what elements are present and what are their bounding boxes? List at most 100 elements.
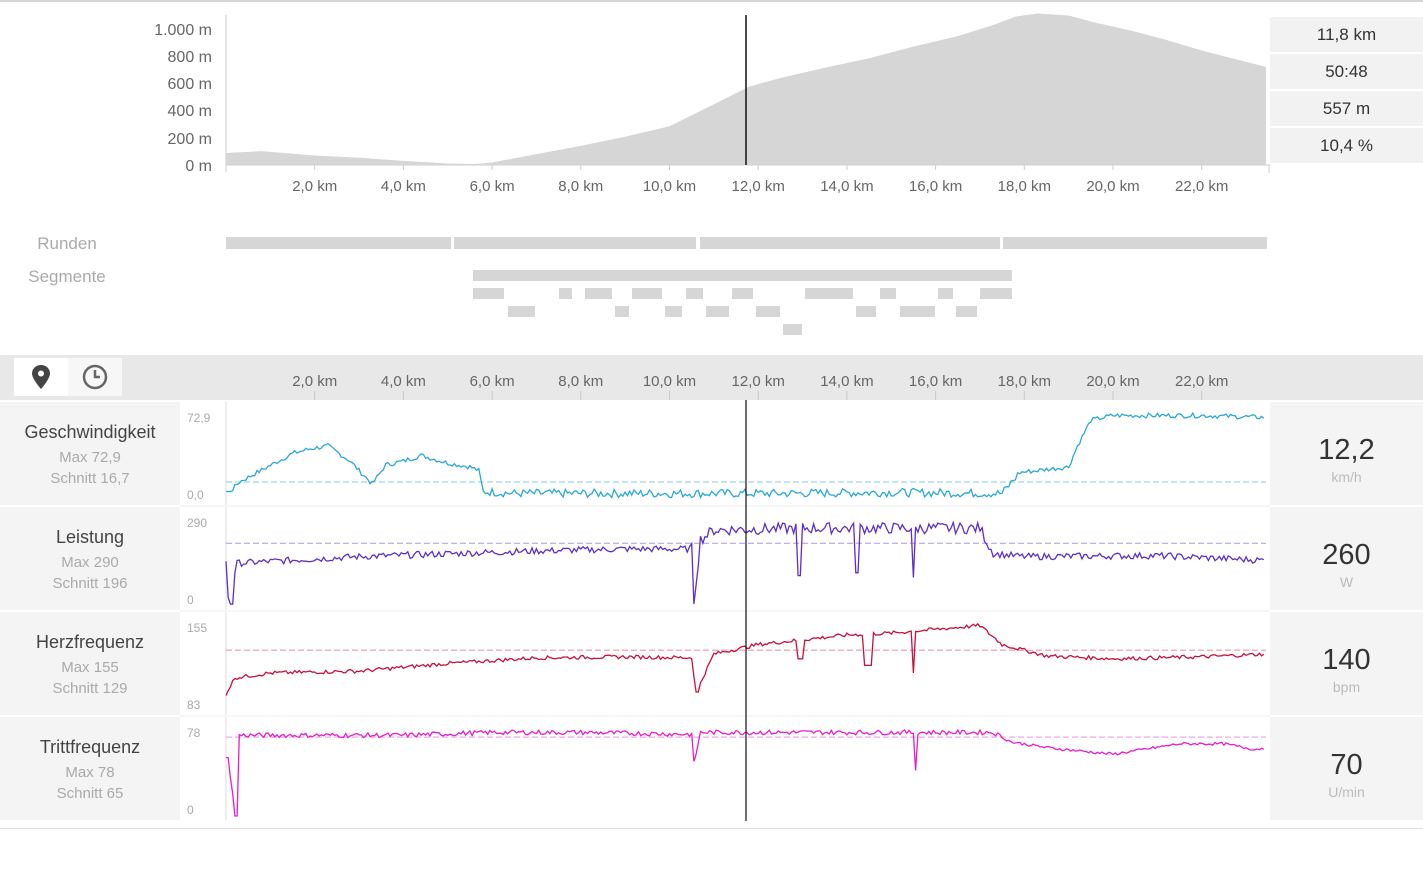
y-tick-label: 600 m <box>168 76 212 93</box>
metric-unit: bpm <box>1332 679 1361 695</box>
x-tick-label: 16,0 km <box>909 178 962 195</box>
metric-name: Geschwindigkeit <box>24 422 156 442</box>
metric-avg: Schnitt 16,7 <box>50 470 130 487</box>
x-tick-label: 6,0 km <box>470 373 515 390</box>
metric-avg: Schnitt 65 <box>56 785 124 802</box>
elevation-chart[interactable]: 1.000 m 800 m 600 m 400 m 200 m 0 m 2,0 km 4,0 … <box>0 0 1270 200</box>
segment-bar <box>956 306 977 317</box>
metric-max: Max 290 <box>61 554 119 571</box>
segment-bar <box>783 324 802 335</box>
bottom-divider <box>0 828 1423 829</box>
metric-value: 140 <box>1322 644 1371 676</box>
metric-max: Max 78 <box>65 764 115 781</box>
x-tick-label: 12,0 km <box>732 373 785 390</box>
metric-value: 12,2 <box>1318 434 1375 466</box>
x-tick-label: 22,0 km <box>1175 178 1228 195</box>
chart-toolbar <box>0 355 1423 400</box>
power-value-panel: 260 W <box>1270 507 1423 610</box>
cursor-time: 50:48 <box>1270 54 1423 89</box>
speed-label-panel: Geschwindigkeit Max 72,9 Schnitt 16,7 <box>0 402 180 505</box>
metric-avg: Schnitt 129 <box>52 680 128 697</box>
x-tick-label: 2,0 km <box>292 373 337 390</box>
metric-value: 260 <box>1322 539 1371 571</box>
metric-name: Herzfrequenz <box>35 632 145 652</box>
y-axis-min-label: 0 <box>187 803 194 817</box>
x-tick-label: 4,0 km <box>381 178 426 195</box>
y-axis-max-label: 72,9 <box>187 411 211 425</box>
segment-bar <box>900 306 935 317</box>
metric-series-line <box>225 622 1265 696</box>
time-mode-button[interactable] <box>68 358 122 396</box>
top-divider <box>0 0 1423 2</box>
metric-max: Max 72,9 <box>59 449 121 466</box>
distance-axis: 2,0 km 4,0 km 6,0 km 8,0 km 10,0 km 12,0 km 14… <box>292 373 1228 400</box>
x-tick-label: 8,0 km <box>558 178 603 195</box>
clock-icon <box>82 364 108 390</box>
x-tick-label: 16,0 km <box>909 373 962 390</box>
metric-charts[interactable]: 72,9 0,0 290 0 155 83 78 0 <box>180 400 1270 821</box>
metric-chart-bg <box>180 612 1270 715</box>
x-tick-label: 4,0 km <box>381 373 426 390</box>
metric-chart-bg <box>180 717 1270 820</box>
distance-mode-button[interactable] <box>14 358 68 396</box>
x-tick-label: 18,0 km <box>998 178 1051 195</box>
metric-series-line <box>226 411 1265 500</box>
segment-bar <box>732 288 753 299</box>
y-tick-label: 1.000 m <box>154 22 212 39</box>
segment-bar <box>585 288 612 299</box>
metric-value: 70 <box>1330 749 1363 781</box>
y-tick-label: 0 m <box>185 158 212 175</box>
power-label-panel: Leistung Max 290 Schnitt 196 <box>0 507 180 610</box>
lap-bar <box>1003 237 1267 249</box>
x-tick-label: 14,0 km <box>820 178 873 195</box>
lap-bar <box>226 237 451 249</box>
heart-rate-label-panel: Herzfrequenz Max 155 Schnitt 129 <box>0 612 180 715</box>
y-tick-label: 200 m <box>168 131 212 148</box>
metric-unit: W <box>1339 574 1354 590</box>
lap-bar <box>454 237 696 249</box>
segments-label: Segmente <box>28 267 106 286</box>
metric-name: Trittfrequenz <box>39 737 141 757</box>
segment-bar <box>756 306 780 317</box>
cursor-grade: 10,4 % <box>1270 128 1423 163</box>
segment-bar <box>632 288 662 299</box>
segment-bar <box>856 306 876 317</box>
segment-bar <box>686 288 703 299</box>
y-axis-max-label: 78 <box>187 726 201 740</box>
y-tick-label: 800 m <box>168 49 212 66</box>
x-tick-label: 10,0 km <box>643 373 696 390</box>
segment-bar <box>938 288 953 299</box>
segment-bar <box>880 288 896 299</box>
metric-unit: U/min <box>1328 784 1365 800</box>
laps-label: Runden <box>37 234 97 253</box>
segment-bar <box>508 306 535 317</box>
segment-bar <box>665 306 682 317</box>
segment-bar <box>980 288 1012 299</box>
y-axis-max-label: 290 <box>187 516 207 530</box>
x-tick-label: 10,0 km <box>643 178 696 195</box>
segment-bar <box>473 288 504 299</box>
segment-bar <box>805 288 853 299</box>
metric-avg: Schnitt 196 <box>52 575 128 592</box>
metric-series-line <box>225 728 1265 817</box>
segment-bar <box>473 270 1012 281</box>
cursor-distance: 11,8 km <box>1270 17 1423 52</box>
laps-segments-track <box>226 237 1267 335</box>
metric-max: Max 155 <box>61 659 119 676</box>
segment-bar <box>615 306 629 317</box>
x-tick-label: 12,0 km <box>732 178 785 195</box>
speed-value-panel: 12,2 km/h <box>1270 402 1423 505</box>
y-tick-label: 400 m <box>168 103 212 120</box>
segment-bar <box>706 306 729 317</box>
cursor-elevation: 557 m <box>1270 91 1423 126</box>
cadence-label-panel: Trittfrequenz Max 78 Schnitt 65 <box>0 717 180 820</box>
metric-name: Leistung <box>55 527 125 547</box>
x-tick-label: 2,0 km <box>292 178 337 195</box>
y-axis-max-label: 155 <box>187 621 207 635</box>
map-pin-icon <box>32 365 50 389</box>
segment-bar <box>559 288 572 299</box>
x-tick-label: 20,0 km <box>1086 373 1139 390</box>
y-axis-min-label: 0,0 <box>187 488 204 502</box>
metric-unit: km/h <box>1331 469 1362 485</box>
